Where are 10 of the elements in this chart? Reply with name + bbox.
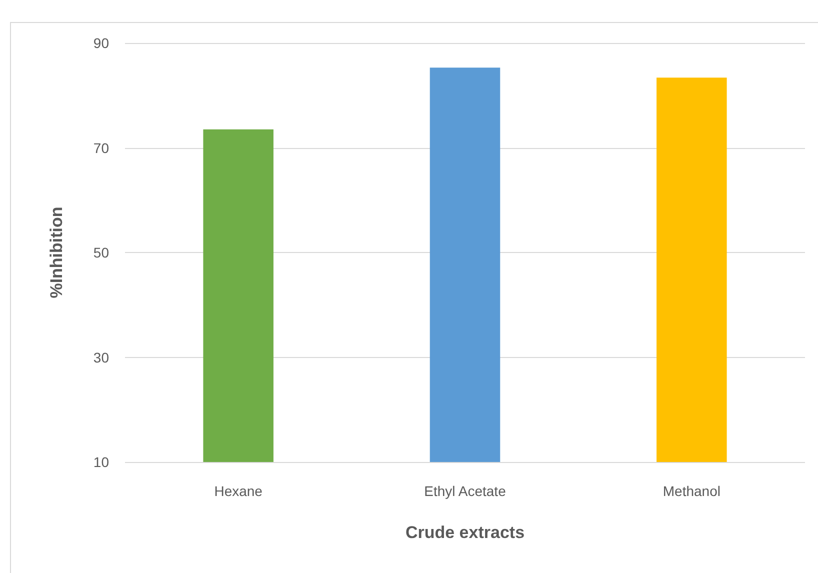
y-tick-label: 30	[93, 349, 110, 366]
y-tick-label: 70	[93, 140, 110, 156]
x-axis-title: Crude extracts	[405, 523, 525, 542]
x-tick-label: Hexane	[214, 483, 263, 499]
x-tick-label: Ethyl Acetate	[424, 483, 506, 499]
y-axis-title: %Inhibition	[47, 206, 66, 298]
y-tick-label: 90	[93, 35, 110, 51]
x-tick-label: Methanol	[662, 483, 720, 499]
y-tick-label: 50	[93, 244, 110, 260]
y-tick-label: 10	[93, 454, 110, 470]
